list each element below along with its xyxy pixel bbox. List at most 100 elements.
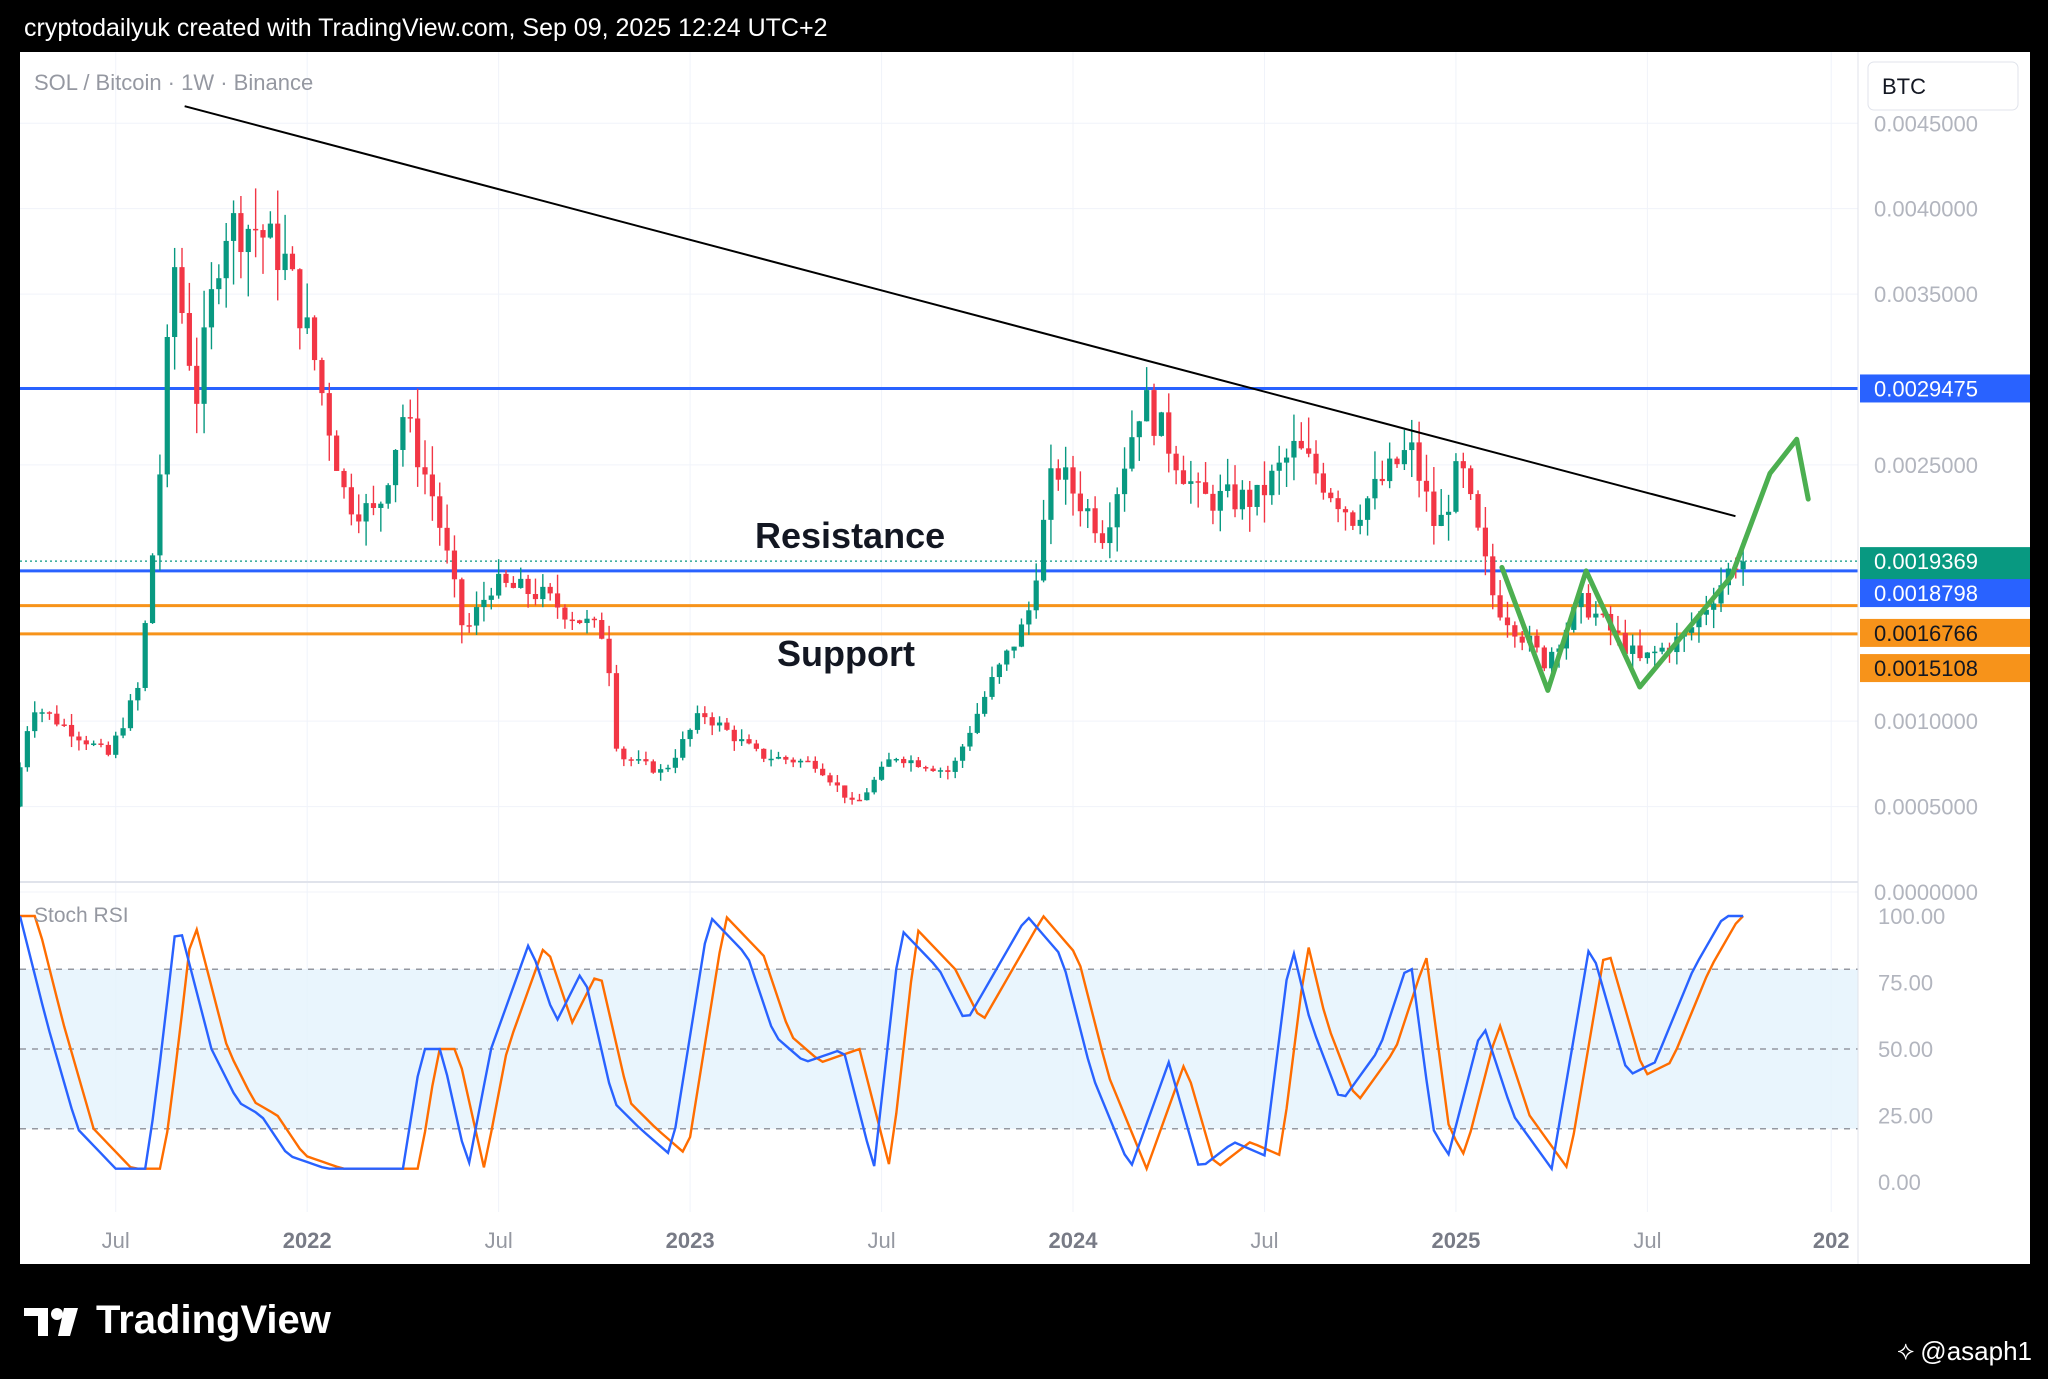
candle-body (1711, 603, 1717, 610)
time-tick-label: 2025 (1431, 1228, 1480, 1253)
candle-body (1423, 480, 1430, 492)
candle (1129, 410, 1135, 472)
candle (245, 224, 251, 297)
candle (945, 765, 951, 780)
candle-body (1549, 651, 1555, 669)
candle (179, 247, 185, 324)
candle (1114, 487, 1120, 552)
candle (1320, 462, 1326, 500)
candle (930, 765, 936, 772)
candle (1585, 584, 1592, 620)
horizontal-levels (20, 386, 1858, 636)
candle (385, 483, 391, 509)
candle-body (1468, 468, 1474, 495)
candle (864, 788, 870, 801)
candle-body (864, 792, 870, 801)
candle (1652, 645, 1658, 667)
candle-body (1637, 645, 1643, 659)
candle-body (525, 578, 531, 595)
candle (1357, 504, 1363, 535)
candle (1018, 618, 1025, 648)
candle (1099, 520, 1106, 549)
candle (967, 726, 973, 751)
candle (790, 757, 796, 768)
candle-body (1342, 509, 1349, 513)
candle-body (1335, 498, 1341, 510)
stoch-rsi-lines (20, 914, 1744, 1173)
candle-body (1445, 511, 1452, 515)
candle-body (304, 317, 310, 329)
candle-body (621, 748, 627, 760)
candle-body (1129, 437, 1135, 469)
currency-button-label: BTC (1882, 74, 1926, 99)
candle-body (1026, 610, 1032, 625)
candle (820, 763, 826, 777)
candle (275, 190, 281, 301)
candle-body (1210, 493, 1216, 511)
candle (694, 705, 701, 734)
candle-body (39, 712, 45, 714)
tag-orange-high-text: 0.0016766 (1874, 621, 1978, 646)
price-chart[interactable]: 0.0045000 0.0040000 0.0035000 0.0025000 0.00… (20, 52, 2030, 1264)
candle (1107, 502, 1113, 559)
candle-body (1364, 498, 1371, 520)
candle (1254, 484, 1260, 516)
candle-body (378, 503, 384, 508)
candle-body (1475, 494, 1481, 528)
candle-body (1004, 650, 1010, 665)
candle-body (753, 743, 759, 749)
price-tick-label: 0.0035000 (1874, 282, 1978, 307)
resistance-label: Resistance (755, 515, 945, 556)
candle-body (996, 664, 1002, 678)
candle-body (466, 625, 472, 627)
candle-body (459, 579, 465, 626)
candle (1313, 440, 1319, 485)
candle-body (1696, 614, 1702, 628)
tag-orange-low: 0.0015108 (1860, 654, 2030, 683)
candle (1534, 629, 1540, 653)
candle-body (444, 527, 450, 551)
candle-body (1578, 592, 1584, 608)
candle (797, 758, 804, 768)
candle-body (1121, 468, 1128, 495)
candle (1409, 419, 1415, 478)
candle (32, 701, 38, 738)
candle-body (628, 759, 634, 761)
rsi-tick-label: 75.00 (1878, 971, 1933, 996)
candle (68, 713, 75, 748)
candle-body (223, 240, 229, 279)
candle-body (724, 722, 730, 730)
candle-body (1409, 442, 1415, 451)
candle (1055, 459, 1061, 491)
candle (201, 290, 207, 434)
candle-body (326, 393, 332, 436)
candle-body (1571, 607, 1577, 630)
candle (856, 793, 863, 802)
candle (709, 712, 715, 736)
candle-body (783, 756, 789, 760)
candle (1261, 461, 1268, 523)
tradingview-logo-icon (24, 1307, 78, 1336)
candle-body (1085, 508, 1091, 512)
candle (628, 757, 634, 767)
candle-body (186, 313, 192, 366)
candle-body (319, 360, 325, 394)
candle-body (878, 766, 885, 780)
candle (1342, 506, 1349, 531)
candle (1180, 455, 1187, 485)
candle-body (1033, 580, 1039, 611)
candle (1033, 563, 1039, 619)
time-tick-label: Jul (868, 1228, 896, 1253)
candle-body (1313, 453, 1319, 474)
candle-body (658, 769, 664, 773)
currency-button[interactable]: BTC (1867, 61, 2019, 111)
candle (1512, 621, 1518, 648)
chart-frame[interactable]: 0.0045000 0.0040000 0.0035000 0.0025000 0.00… (20, 52, 2030, 1264)
candle-body (172, 267, 178, 338)
descending-trendline (184, 105, 1736, 518)
candle-body (473, 607, 480, 626)
candle-body (1070, 467, 1076, 494)
candle (577, 619, 583, 625)
tag-blue-high-text: 0.0029475 (1874, 376, 1978, 401)
candle-body (216, 278, 222, 290)
